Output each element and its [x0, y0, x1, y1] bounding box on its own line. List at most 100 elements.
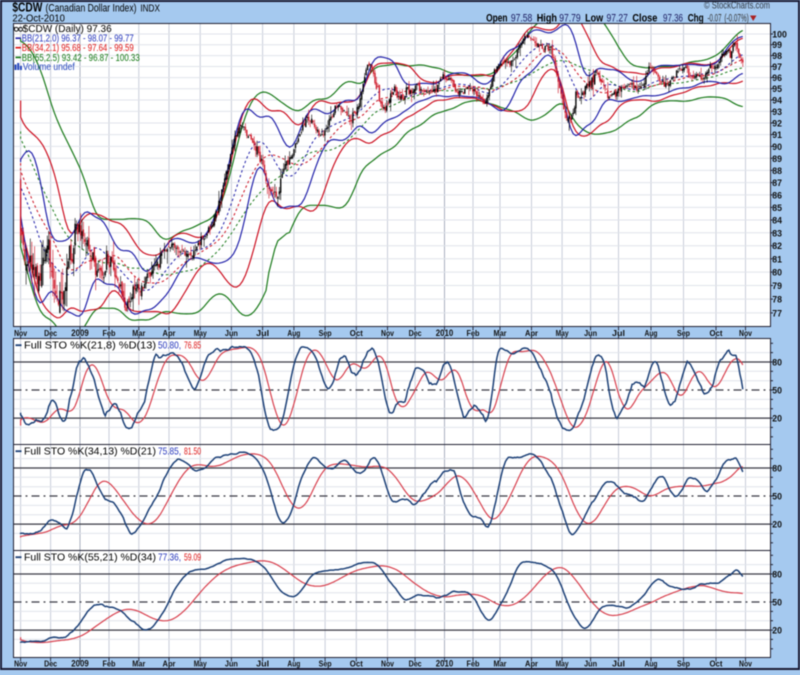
svg-text:Sep: Sep	[319, 329, 332, 338]
svg-text:High: High	[537, 12, 558, 24]
svg-text:90: 90	[772, 142, 782, 153]
svg-text:(-0.07%): (-0.07%)	[724, 12, 748, 24]
svg-text:Feb: Feb	[467, 660, 480, 669]
svg-text:-0.07: -0.07	[708, 12, 722, 24]
svg-text:© StockCharts.com: © StockCharts.com	[704, 0, 770, 11]
svg-text:50: 50	[772, 386, 782, 397]
svg-text:77.36,: 77.36,	[158, 552, 181, 564]
svg-text:(Canadian Dollar Index): (Canadian Dollar Index)	[46, 3, 137, 15]
svg-text:Nov: Nov	[381, 329, 394, 338]
svg-text:Mar: Mar	[494, 329, 507, 338]
svg-text:50.80,: 50.80,	[158, 340, 181, 352]
svg-text:BB(55,2.5) 93.42 - 96.87 - 100: BB(55,2.5) 93.42 - 96.87 - 100.33	[22, 53, 140, 64]
svg-text:Oct: Oct	[710, 660, 723, 669]
svg-text:Jul: Jul	[612, 660, 625, 669]
svg-text:May: May	[556, 329, 569, 338]
svg-text:BB(34,2.1) 95.68 - 97.64 - 99.: BB(34,2.1) 95.68 - 97.64 - 99.59	[22, 43, 134, 54]
svg-text:97.27: 97.27	[607, 12, 628, 24]
svg-text:Aug: Aug	[645, 329, 658, 338]
svg-text:Full STO %K(55,21) %D(34): Full STO %K(55,21) %D(34)	[24, 552, 156, 564]
svg-text:Sep: Sep	[319, 660, 332, 669]
svg-text:Full STO %K(34,13) %D(21): Full STO %K(34,13) %D(21)	[24, 446, 156, 458]
svg-text:20: 20	[772, 414, 782, 425]
svg-text:2009: 2009	[71, 328, 89, 338]
svg-text:Mar: Mar	[132, 660, 145, 669]
svg-text:Nov: Nov	[739, 660, 752, 669]
svg-text:May: May	[194, 329, 207, 338]
svg-text:$CDW: $CDW	[12, 1, 42, 15]
svg-text:May: May	[556, 660, 569, 669]
svg-text:Dec: Dec	[409, 660, 422, 669]
svg-text:50: 50	[772, 492, 782, 503]
svg-text:97.36: 97.36	[663, 12, 683, 24]
svg-text:97.79: 97.79	[559, 12, 580, 24]
svg-text:85: 85	[772, 203, 782, 214]
svg-text:Jun: Jun	[225, 329, 238, 338]
svg-text:Close: Close	[632, 12, 657, 24]
svg-text:Oct: Oct	[350, 329, 363, 338]
svg-text:100: 100	[772, 30, 787, 41]
svg-text:82: 82	[772, 241, 782, 252]
svg-text:92: 92	[772, 119, 782, 130]
svg-text:Aug: Aug	[287, 660, 300, 669]
svg-text:59.09: 59.09	[184, 552, 201, 564]
svg-text:99: 99	[772, 40, 782, 51]
svg-text:87: 87	[772, 178, 782, 189]
svg-text:80: 80	[772, 358, 782, 369]
svg-text:Jul: Jul	[612, 329, 625, 338]
svg-text:20: 20	[772, 520, 782, 531]
svg-text:98: 98	[772, 51, 782, 62]
svg-text:20: 20	[772, 626, 782, 637]
svg-text:80: 80	[772, 570, 782, 581]
svg-text:Aug: Aug	[287, 329, 300, 338]
svg-text:Open: Open	[486, 12, 508, 24]
svg-text:Sep: Sep	[677, 329, 690, 338]
svg-text:88: 88	[772, 166, 782, 177]
svg-text:Feb: Feb	[103, 660, 116, 669]
svg-text:2010: 2010	[436, 659, 454, 669]
svg-text:Feb: Feb	[467, 329, 480, 338]
svg-text:Apr: Apr	[163, 329, 176, 338]
svg-text:Aug: Aug	[645, 660, 658, 669]
svg-text:Sep: Sep	[677, 660, 690, 669]
svg-text:Jun: Jun	[584, 329, 597, 338]
svg-text:Oct: Oct	[350, 660, 363, 669]
svg-text:Jul: Jul	[256, 660, 269, 669]
svg-text:$CDW (Daily) 97.36: $CDW (Daily) 97.36	[23, 24, 112, 35]
svg-text:Mar: Mar	[132, 329, 145, 338]
svg-text:Oct: Oct	[710, 329, 723, 338]
svg-text:Jun: Jun	[584, 660, 597, 669]
svg-text:Volume undef: Volume undef	[23, 62, 75, 73]
svg-text:80: 80	[772, 464, 782, 475]
svg-text:Dec: Dec	[44, 660, 57, 669]
svg-text:2009: 2009	[71, 659, 89, 669]
svg-text:83: 83	[772, 228, 782, 239]
svg-text:91: 91	[772, 130, 782, 141]
svg-text:95: 95	[772, 84, 782, 95]
svg-text:May: May	[194, 660, 207, 669]
svg-text:76.85: 76.85	[184, 340, 201, 352]
svg-text:Jun: Jun	[225, 660, 238, 669]
svg-text:79: 79	[772, 281, 782, 292]
svg-text:Apr: Apr	[525, 660, 538, 669]
svg-text:Chg: Chg	[688, 12, 704, 24]
svg-text:Nov: Nov	[14, 329, 27, 338]
svg-text:80: 80	[772, 268, 782, 279]
svg-text:BB(21,2.0) 96.37 - 98.07 - 99.: BB(21,2.0) 96.37 - 98.07 - 99.77	[22, 34, 134, 45]
svg-text:Feb: Feb	[103, 329, 116, 338]
svg-text:Apr: Apr	[163, 660, 176, 669]
svg-text:77: 77	[772, 308, 782, 319]
svg-text:81: 81	[772, 254, 782, 265]
svg-text:50: 50	[772, 598, 782, 609]
svg-text:81.50: 81.50	[184, 446, 201, 458]
svg-text:INDX: INDX	[140, 4, 160, 15]
svg-text:78: 78	[772, 295, 782, 306]
svg-text:Nov: Nov	[381, 660, 394, 669]
svg-text:Nov: Nov	[739, 329, 752, 338]
svg-text:86: 86	[772, 190, 782, 201]
svg-text:97.58: 97.58	[511, 12, 532, 24]
svg-text:2010: 2010	[436, 328, 454, 338]
svg-text:89: 89	[772, 154, 782, 165]
svg-text:Apr: Apr	[525, 329, 538, 338]
svg-text:93: 93	[772, 107, 782, 118]
